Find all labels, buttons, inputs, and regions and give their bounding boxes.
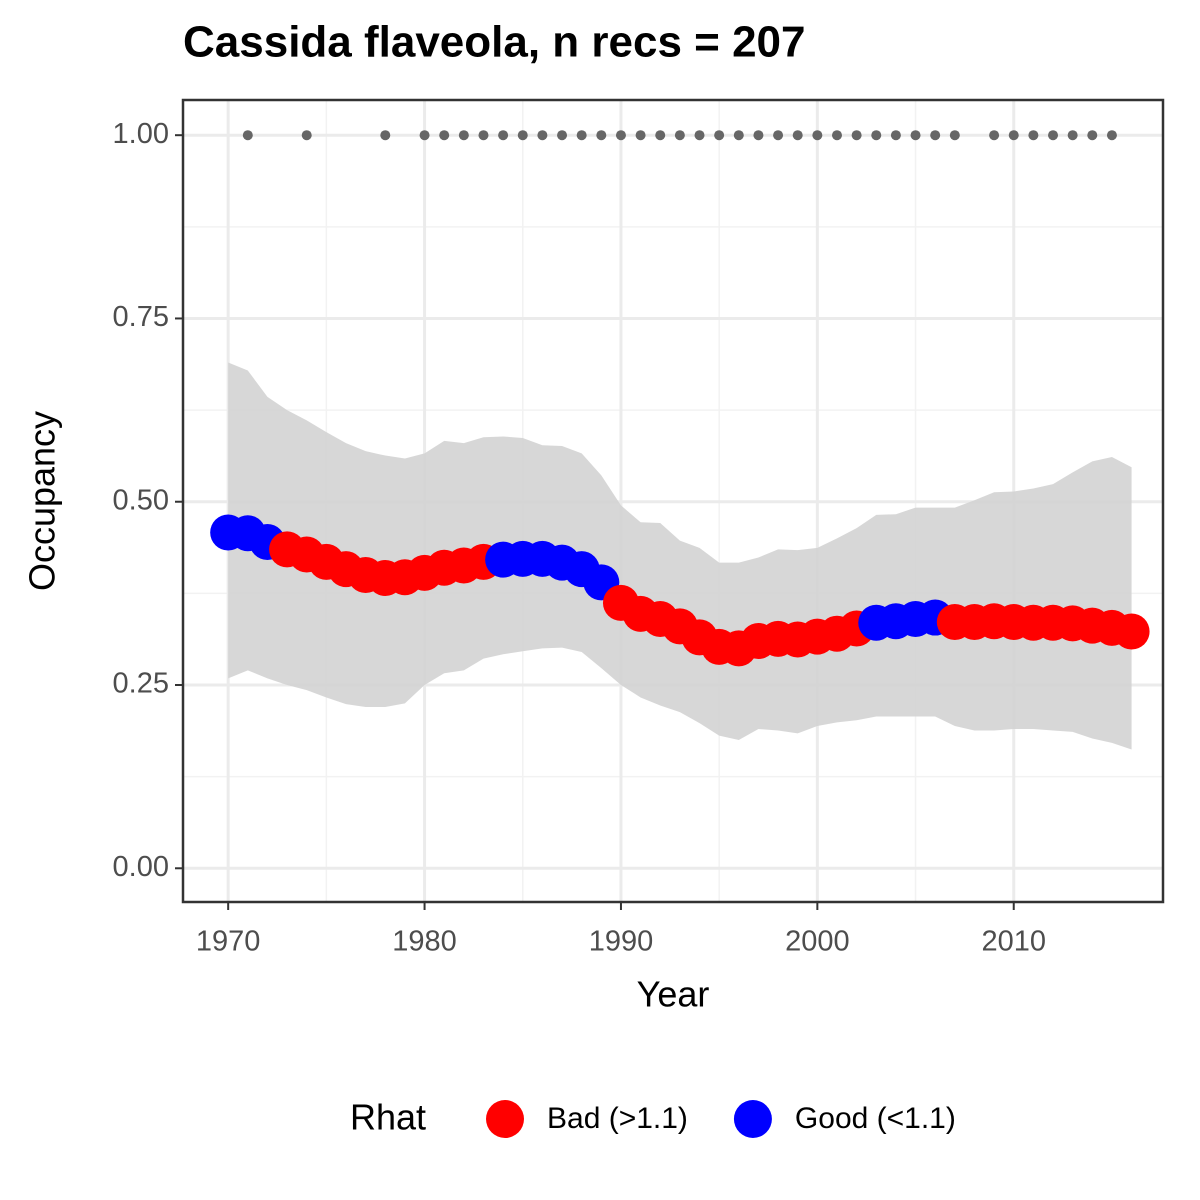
record-point bbox=[301, 130, 312, 141]
legend-swatch bbox=[733, 1100, 772, 1138]
record-point bbox=[714, 130, 725, 141]
x-tick-label: 1990 bbox=[589, 926, 654, 958]
x-tick-label: 1980 bbox=[392, 926, 457, 958]
record-point bbox=[949, 130, 960, 141]
record-point bbox=[537, 130, 548, 141]
record-point bbox=[615, 130, 626, 141]
record-point bbox=[1028, 130, 1039, 141]
x-tick-label: 1970 bbox=[196, 926, 261, 958]
panel-border bbox=[181, 98, 1165, 904]
record-point bbox=[498, 130, 509, 141]
record-point bbox=[792, 130, 803, 141]
confidence-ribbon bbox=[228, 362, 1132, 750]
record-point bbox=[439, 130, 450, 141]
record-point bbox=[831, 130, 842, 141]
record-point bbox=[458, 130, 469, 141]
y-tick-label: 0.25 bbox=[113, 668, 169, 700]
record-point bbox=[576, 130, 587, 141]
x-tick-label: 2000 bbox=[785, 926, 850, 958]
occupancy-point bbox=[1113, 613, 1150, 650]
y-tick-label: 0.75 bbox=[113, 301, 169, 333]
y-axis-title: Occupancy bbox=[22, 411, 63, 591]
record-point bbox=[1048, 130, 1059, 141]
legend-label: Good (<1.1) bbox=[795, 1102, 956, 1135]
x-tick-label: 2010 bbox=[981, 926, 1046, 958]
record-point bbox=[930, 130, 941, 141]
legend-label: Bad (>1.1) bbox=[547, 1102, 688, 1135]
record-point bbox=[753, 130, 764, 141]
y-tick-label: 0.50 bbox=[113, 484, 169, 516]
record-point bbox=[242, 130, 253, 141]
x-axis-title: Year bbox=[637, 974, 710, 1015]
record-point bbox=[478, 130, 489, 141]
record-point bbox=[871, 130, 882, 141]
legend-swatch bbox=[486, 1100, 524, 1138]
record-point bbox=[1087, 130, 1098, 141]
chart-title: Cassida flaveola, n recs = 207 bbox=[183, 18, 806, 67]
record-point bbox=[380, 130, 391, 141]
record-point bbox=[1067, 130, 1078, 141]
record-point bbox=[655, 130, 666, 141]
record-point bbox=[694, 130, 705, 141]
record-point bbox=[596, 130, 607, 141]
record-point bbox=[890, 130, 901, 141]
record-point bbox=[989, 130, 1000, 141]
record-point bbox=[635, 130, 646, 141]
record-point bbox=[812, 130, 823, 141]
record-point bbox=[517, 130, 528, 141]
record-point bbox=[1008, 130, 1019, 141]
record-point bbox=[733, 130, 744, 141]
y-tick-label: 1.00 bbox=[113, 118, 169, 150]
record-point bbox=[419, 130, 430, 141]
record-point bbox=[557, 130, 568, 141]
legend-title: Rhat bbox=[350, 1097, 426, 1138]
record-point bbox=[773, 130, 784, 141]
record-point bbox=[910, 130, 921, 141]
y-tick-label: 0.00 bbox=[113, 851, 169, 883]
record-point bbox=[851, 130, 862, 141]
record-point bbox=[1106, 130, 1117, 141]
record-point bbox=[674, 130, 685, 141]
